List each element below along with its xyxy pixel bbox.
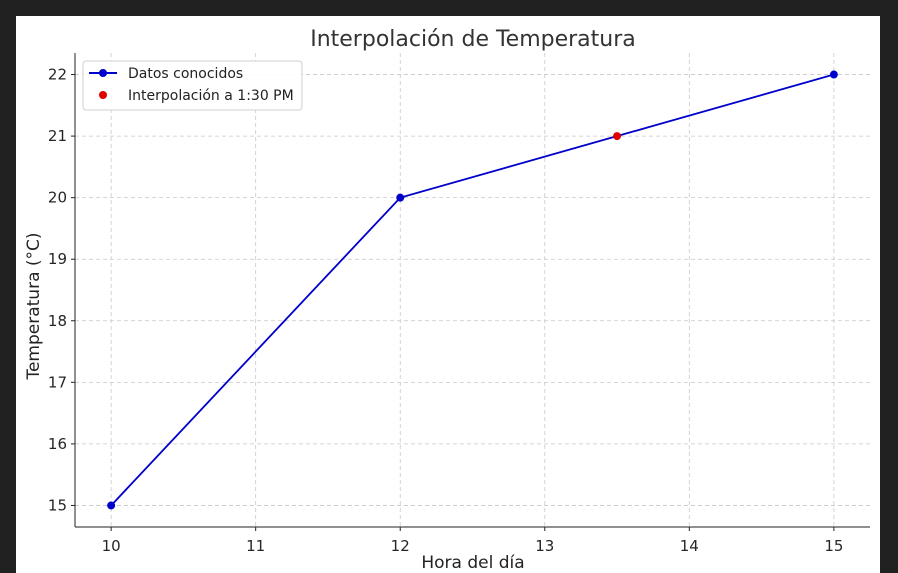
y-tick-label: 16 (48, 435, 67, 453)
y-tick-label: 19 (48, 250, 67, 268)
series-line (110, 73, 835, 507)
y-tick-label: 17 (48, 373, 67, 391)
x-tick-label: 11 (246, 537, 265, 555)
grid (75, 53, 870, 527)
y-tick-label: 20 (48, 189, 67, 207)
legend-label-datos: Datos conocidos (128, 66, 243, 82)
legend-marker-interpolacion (99, 91, 107, 99)
legend-marker-datos (99, 69, 107, 77)
x-tick-label: 14 (680, 537, 699, 555)
x-tick-label: 10 (102, 537, 121, 555)
interpolated-point (613, 132, 622, 141)
data-point (396, 193, 405, 202)
y-tick-label: 15 (48, 496, 67, 514)
line-chart: 10 11 12 13 14 15 15 16 17 18 19 20 21 22 Interpolaci… (24, 27, 870, 573)
figure: 10 11 12 13 14 15 15 16 17 18 19 20 21 22 Interpolaci… (16, 16, 880, 573)
y-tick-label: 21 (48, 127, 67, 145)
x-tick-label: 13 (535, 537, 554, 555)
y-tick-label: 22 (48, 66, 67, 84)
data-point (107, 501, 116, 510)
series (107, 70, 838, 510)
x-axis-label: Hora del día (421, 553, 524, 573)
legend-box (82, 60, 303, 111)
x-tick-label: 15 (824, 537, 843, 555)
tick-labels: 10 11 12 13 14 15 15 16 17 18 19 20 21 22 (48, 66, 844, 555)
y-axis-label: Temperatura (°C) (24, 232, 44, 380)
data-point (829, 70, 838, 79)
y-tick-label: 18 (48, 312, 67, 330)
axes (71, 53, 870, 531)
chart-title: Interpolación de Temperatura (310, 27, 636, 52)
legend: Datos conocidos Interpolación a 1:30 PM (82, 60, 303, 111)
legend-label-interpolacion: Interpolación a 1:30 PM (128, 88, 294, 104)
x-tick-label: 12 (391, 537, 410, 555)
